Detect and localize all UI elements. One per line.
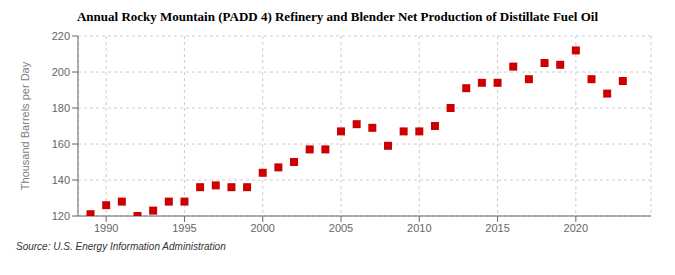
- svg-text:2015: 2015: [485, 222, 509, 234]
- html-text:Source: U.S. Energy Informatio: Source: U.S. Energy Information Administ…: [16, 241, 226, 252]
- svg-text:1995: 1995: [172, 222, 196, 234]
- svg-text:220: 220: [52, 30, 70, 42]
- svg-text:1990: 1990: [94, 222, 118, 234]
- svg-text:200: 200: [52, 66, 70, 78]
- svg-text:2005: 2005: [329, 222, 353, 234]
- svg-text:2010: 2010: [407, 222, 431, 234]
- svg-text:120: 120: [52, 210, 70, 222]
- svg-text:Thousand Barrels per Day: Thousand Barrels per Day: [19, 61, 31, 190]
- html-text:Annual Rocky Mountain (PADD 4): Annual Rocky Mountain (PADD 4) Refinery …: [77, 9, 598, 24]
- svg-text:160: 160: [52, 138, 70, 150]
- svg-text:2000: 2000: [250, 222, 274, 234]
- svg-text:2020: 2020: [564, 222, 588, 234]
- svg-text:140: 140: [52, 174, 70, 186]
- svg-text:180: 180: [52, 102, 70, 114]
